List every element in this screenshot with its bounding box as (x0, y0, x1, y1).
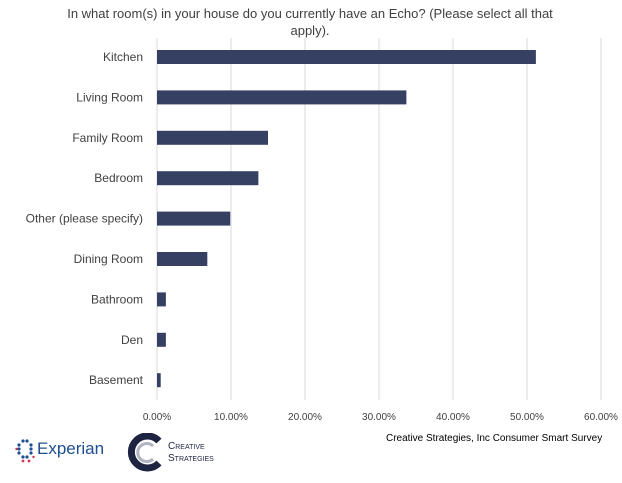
category-label: Dining Room (74, 252, 143, 266)
bar-chart: 0.00% 10.00% 20.00% 30.00% 40.00% 50.00% 60.00… (26, 38, 618, 423)
chart-title: In what room(s) in your house do you cur… (67, 6, 553, 38)
source-note: Creative Strategies, Inc Consumer Smart … (386, 433, 603, 444)
category-label: Bathroom (91, 292, 143, 306)
category-label: Family Room (72, 131, 143, 145)
x-tick-label: 10.00% (214, 412, 248, 423)
category-label: Other (please specify) (26, 212, 143, 226)
creative-strategies-logo-icon (127, 433, 162, 472)
experian-logo: Experian (37, 439, 105, 458)
bar-basement (157, 373, 161, 388)
bar-den (157, 332, 166, 347)
bar-living-room (157, 90, 407, 105)
creative-strategies-logo: Creative Strategies (168, 441, 214, 464)
category-label: Living Room (76, 90, 143, 104)
category-label: Basement (89, 373, 144, 387)
bar-bathroom (157, 292, 166, 307)
bar-kitchen (157, 50, 536, 64)
experian-logo-icon (15, 439, 35, 463)
x-tick-label: 40.00% (436, 412, 470, 423)
bar-other-please-specify (157, 211, 231, 226)
bar-bedroom (157, 171, 259, 186)
category-label: Kitchen (103, 50, 143, 64)
x-tick-label: 0.00% (143, 412, 171, 423)
x-tick-label: 60.00% (584, 412, 618, 423)
category-label: Den (121, 333, 143, 347)
bar-family-room (157, 130, 268, 145)
x-tick-label: 20.00% (288, 412, 322, 423)
bar-dining-room (157, 252, 208, 266)
category-label: Bedroom (94, 171, 143, 185)
x-tick-label: 30.00% (362, 412, 396, 423)
x-tick-label: 50.00% (510, 412, 544, 423)
